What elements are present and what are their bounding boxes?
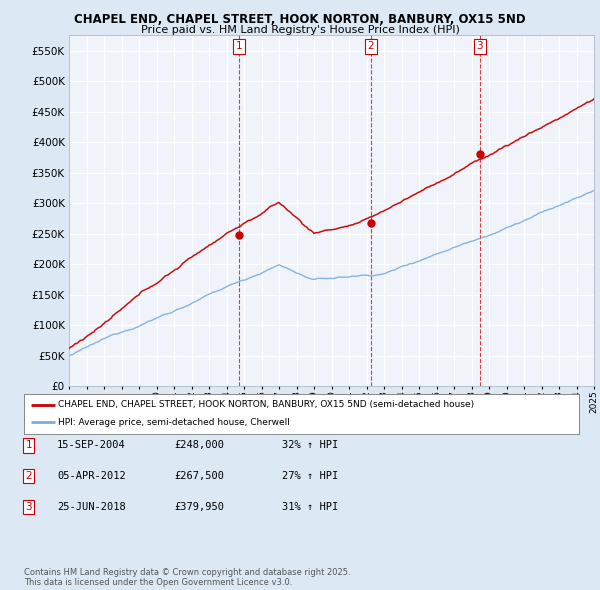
Text: 31% ↑ HPI: 31% ↑ HPI <box>282 502 338 512</box>
Text: 2: 2 <box>25 471 32 481</box>
Text: HPI: Average price, semi-detached house, Cherwell: HPI: Average price, semi-detached house,… <box>58 418 290 427</box>
Text: £379,950: £379,950 <box>174 502 224 512</box>
Text: 2: 2 <box>368 41 374 51</box>
Text: 1: 1 <box>236 41 242 51</box>
Text: £248,000: £248,000 <box>174 441 224 450</box>
Text: 3: 3 <box>476 41 483 51</box>
Text: 05-APR-2012: 05-APR-2012 <box>57 471 126 481</box>
Text: 27% ↑ HPI: 27% ↑ HPI <box>282 471 338 481</box>
Text: 3: 3 <box>25 502 32 512</box>
Text: 15-SEP-2004: 15-SEP-2004 <box>57 441 126 450</box>
Text: CHAPEL END, CHAPEL STREET, HOOK NORTON, BANBURY, OX15 5ND: CHAPEL END, CHAPEL STREET, HOOK NORTON, … <box>74 13 526 26</box>
Text: Contains HM Land Registry data © Crown copyright and database right 2025.
This d: Contains HM Land Registry data © Crown c… <box>24 568 350 587</box>
Text: Price paid vs. HM Land Registry's House Price Index (HPI): Price paid vs. HM Land Registry's House … <box>140 25 460 35</box>
Text: 25-JUN-2018: 25-JUN-2018 <box>57 502 126 512</box>
Text: CHAPEL END, CHAPEL STREET, HOOK NORTON, BANBURY, OX15 5ND (semi-detached house): CHAPEL END, CHAPEL STREET, HOOK NORTON, … <box>58 400 475 409</box>
Text: £267,500: £267,500 <box>174 471 224 481</box>
Text: 1: 1 <box>25 441 32 450</box>
Text: 32% ↑ HPI: 32% ↑ HPI <box>282 441 338 450</box>
